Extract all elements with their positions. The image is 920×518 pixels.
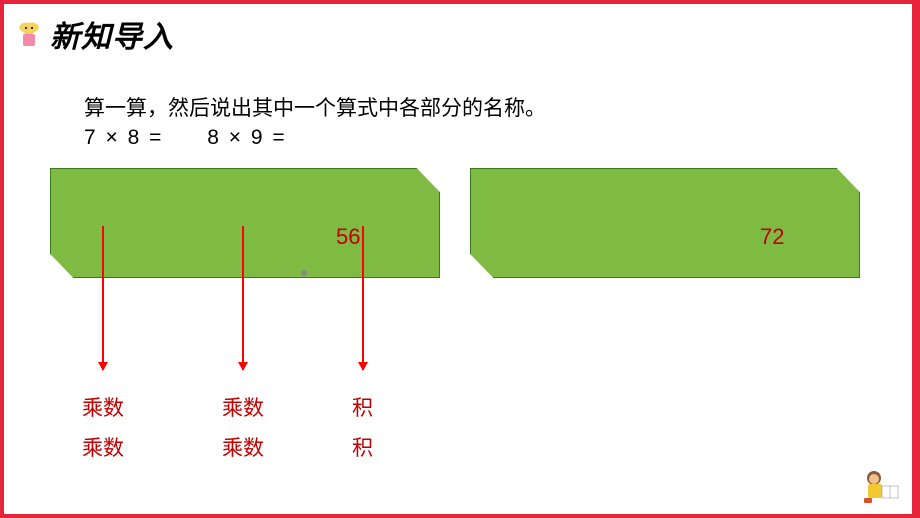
label-row1-multiplier1: 乘数 [82,392,124,422]
answer-72: 72 [760,224,784,250]
girl-icon [14,19,44,49]
header-title: 新知导入 [50,12,174,56]
arrow-1 [102,226,104,370]
label-row1-product: 积 [352,392,373,422]
instruction-text: 算一算，然后说出其中一个算式中各部分的名称。 [84,92,546,122]
header: 新知导入 [14,12,174,56]
equation-2: 8 × 9 = [207,126,286,149]
dot-marker [301,270,307,276]
label-row2-multiplier1: 乘数 [82,432,124,462]
answer-box-left [50,168,440,278]
answer-56: 56 [336,224,360,250]
answer-box-right [470,168,860,278]
child-reading-icon [860,468,902,504]
label-row2-product: 积 [352,432,373,462]
label-row1-multiplier2: 乘数 [222,392,264,422]
label-row2-multiplier2: 乘数 [222,432,264,462]
arrow-3 [362,226,364,370]
equation-1: 7 × 8 = [84,126,163,149]
equation-row: 7 × 8 = 8 × 9 = [84,126,287,150]
arrow-2 [242,226,244,370]
